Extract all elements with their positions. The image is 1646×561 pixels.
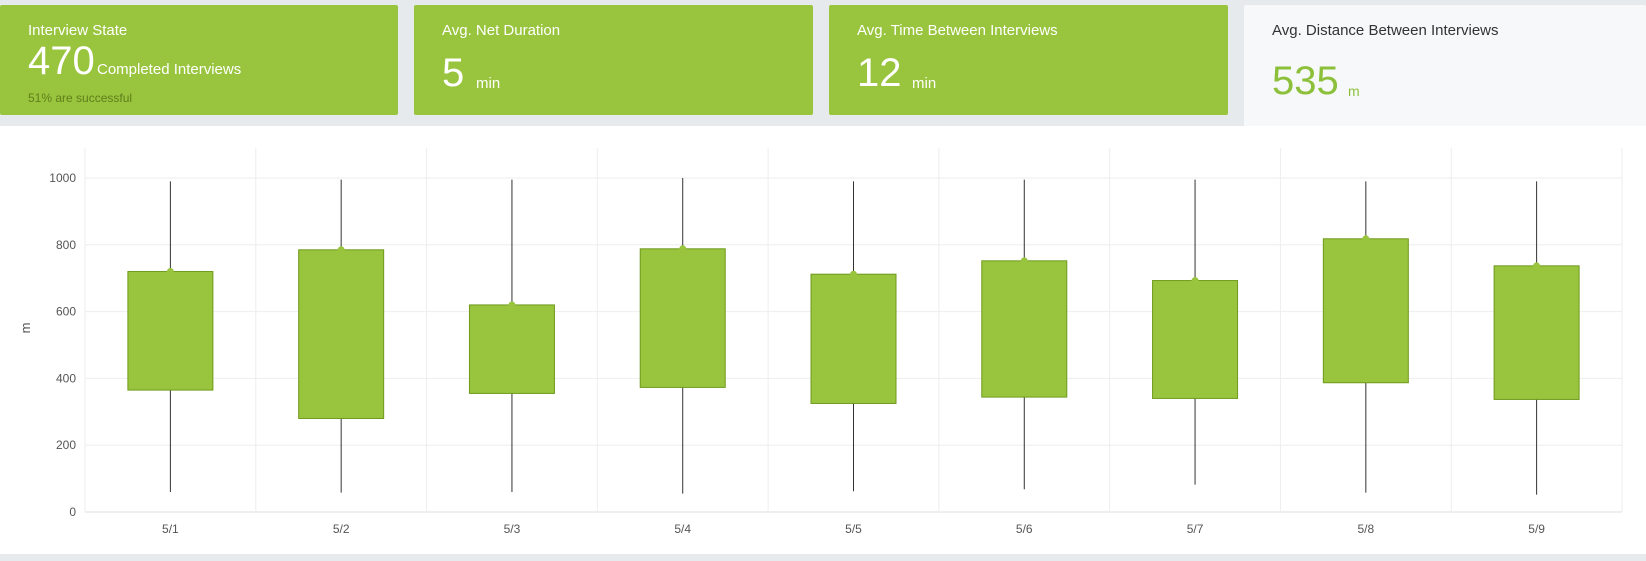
x-tick-label: 5/9: [1528, 522, 1545, 536]
box-5-8: [1322, 181, 1409, 493]
x-tick-label: 5/1: [162, 522, 179, 536]
box-marker: [1020, 257, 1028, 265]
x-tick-label: 5/5: [845, 522, 862, 536]
box-body: [1322, 238, 1409, 384]
y-axis: 0 200 400 600 800 1000: [49, 171, 76, 519]
card-title: Interview State: [28, 22, 128, 39]
box-body: [810, 273, 897, 404]
box-5-3: [468, 179, 555, 492]
card-title: Avg. Net Duration: [442, 22, 561, 39]
box-body: [981, 260, 1068, 398]
card-unit: min: [912, 75, 937, 92]
y-tick-label: 200: [56, 438, 76, 452]
x-axis: 5/1 5/2 5/3 5/4 5/5 5/6 5/7 5/8 5/9: [162, 522, 1545, 536]
card-value: 535: [1272, 59, 1339, 103]
x-tick-label: 5/6: [1016, 522, 1033, 536]
card-unit: min: [476, 75, 501, 92]
y-axis-label: m: [18, 323, 33, 334]
chart-panel: 0 200 400 600 800 1000 5/1 5/2 5/3 5/4 5/5 5/6 5/7 5…: [0, 126, 1646, 554]
box-5-7: [1152, 179, 1239, 485]
kpi-card-time-between[interactable]: Avg. Time Between Interviews 12 min: [829, 5, 1228, 115]
y-tick-label: 0: [69, 505, 76, 519]
y-tick-label: 600: [56, 305, 76, 319]
box-marker: [850, 270, 857, 278]
card-value: 470: [28, 39, 95, 83]
kpi-card-distance-between[interactable]: Avg. Distance Between Interviews 535 m: [1244, 5, 1646, 126]
x-tick-label: 5/8: [1357, 522, 1374, 536]
box-body: [127, 271, 214, 391]
y-tick-label: 400: [56, 371, 76, 385]
box-body: [468, 304, 555, 394]
box-5-1: [127, 181, 214, 492]
card-value: 12: [857, 51, 902, 95]
box-5-9: [1493, 181, 1580, 495]
y-tick-label: 1000: [49, 171, 76, 185]
boxplot-series: [127, 178, 1580, 495]
x-tick-label: 5/4: [674, 522, 691, 536]
box-body: [1152, 280, 1239, 399]
kpi-card-interview-state[interactable]: Interview State 470 Completed Interviews…: [0, 5, 398, 115]
card-title: Avg. Time Between Interviews: [857, 22, 1058, 39]
box-5-4: [639, 178, 726, 494]
card-title: Avg. Distance Between Interviews: [1272, 22, 1499, 39]
x-tick-label: 5/7: [1187, 522, 1204, 536]
box-body: [298, 249, 385, 419]
card-subtext: 51% are successful: [28, 91, 133, 105]
kpi-card-net-duration[interactable]: Avg. Net Duration 5 min: [414, 5, 813, 115]
card-value: 5: [442, 51, 465, 95]
box-marker: [679, 245, 687, 253]
box-marker: [166, 268, 174, 276]
y-tick-label: 800: [56, 238, 76, 252]
box-body: [1493, 265, 1580, 400]
x-tick-label: 5/3: [504, 522, 521, 536]
box-5-6: [981, 179, 1068, 490]
box-marker: [337, 246, 345, 254]
box-marker: [1362, 235, 1370, 243]
box-5-5: [810, 181, 897, 492]
box-body: [639, 248, 726, 388]
box-marker: [1191, 277, 1199, 285]
box-marker: [508, 301, 516, 309]
x-tick-label: 5/2: [333, 522, 350, 536]
box-marker: [1533, 262, 1541, 270]
card-unit: m: [1348, 83, 1360, 99]
box-5-2: [298, 179, 385, 493]
card-unit: Completed Interviews: [97, 61, 242, 78]
